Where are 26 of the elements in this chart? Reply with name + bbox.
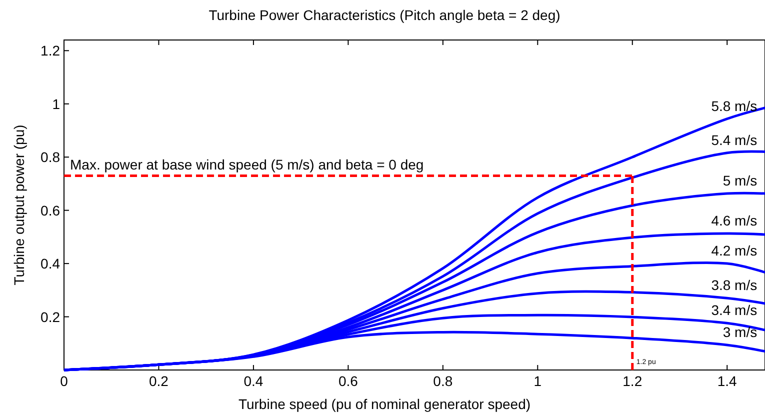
series-label: 4.6 m/s [711,212,758,228]
x-axis-title: Turbine speed (pu of nominal generator speed) [238,396,531,412]
x-tick-label: 0.8 [433,373,453,389]
x-tick-label: 0.6 [338,373,358,389]
series-label: 4.2 m/s [711,242,758,259]
series-label: 3.8 m/s [711,277,758,294]
y-tick-label: 1 [52,96,60,112]
y-tick-label: 0.6 [40,202,60,218]
y-tick-label: 0.8 [40,149,60,166]
x-tick-label: 1.2 [622,373,642,389]
series-label: 3.4 m/s [711,302,758,318]
x-tick-label: 0.2 [148,373,169,389]
x-tick-label: 1.4 [717,373,738,389]
x-tick-label: 0 [60,373,68,389]
series-label: 5.4 m/s [711,132,758,148]
chart-title: Turbine Power Characteristics (Pitch angle beta = 2 deg) [208,7,560,23]
y-tick-label: 0.2 [40,308,60,325]
series-label: 5.8 m/s [711,98,758,114]
y-tick-label: 1.2 [40,42,60,59]
series-label: 3 m/s [722,324,758,340]
x-tick-label: 1 [534,373,542,389]
y-axis-title: Turbine output power (pu) [11,124,27,286]
annotation: Max. power at base wind speed (5 m/s) and beta = 0 deg [70,156,424,173]
y-tick-label: 0.4 [40,256,60,272]
series-label: 5 m/s [722,172,758,189]
x-tick-label: 0.4 [244,373,264,389]
